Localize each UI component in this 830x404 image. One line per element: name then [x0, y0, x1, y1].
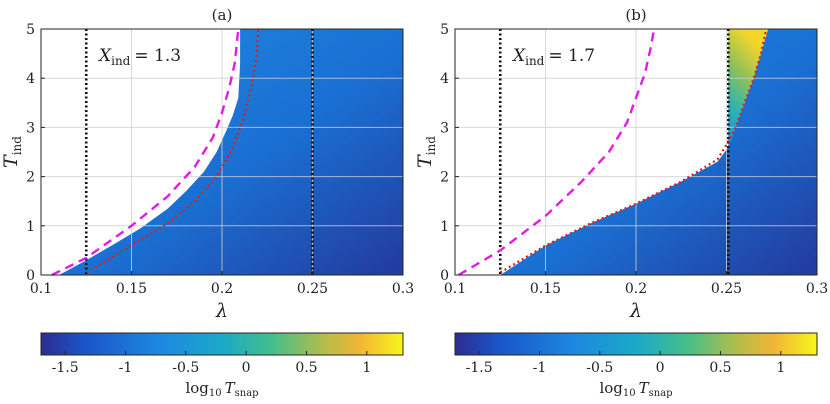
colorbar-tick-label: -0.5 — [586, 360, 613, 376]
chart-title: (a) — [212, 6, 233, 24]
colorbar-tick-label: -1 — [119, 360, 133, 376]
colorbar-label-base: 10 — [623, 388, 636, 399]
x-tick-label: 0.25 — [297, 281, 328, 297]
colorbar-label: log10 Tsnap — [599, 379, 672, 399]
y-tick-label: 2 — [26, 170, 35, 186]
colorbar-label-base: 10 — [209, 388, 222, 399]
annotation-var: X — [97, 46, 112, 66]
magenta-dashed-curve — [457, 28, 656, 277]
colorbar-tick-label: -1.5 — [466, 360, 493, 376]
y-tick-label: 5 — [26, 22, 35, 38]
y-axis-label-sub: ind — [424, 136, 438, 156]
x-tick-label: 0.25 — [711, 281, 742, 297]
y-axis-label: Tind — [414, 136, 438, 168]
colorbar-label-sub: snap — [235, 388, 259, 399]
y-tick-label: 0 — [26, 268, 35, 284]
y-tick-label: 4 — [440, 71, 449, 87]
colorbar-label-var: T — [225, 379, 236, 397]
annotation-sub: ind — [525, 54, 545, 68]
x-tick-label: 0.3 — [806, 281, 828, 297]
colorbar-tick-label: 1 — [776, 360, 785, 376]
x-axis-label: λ — [215, 300, 228, 322]
y-tick-label: 5 — [440, 22, 449, 38]
x-tick-label: 0.2 — [211, 281, 233, 297]
colorbar-tick-label: -1.5 — [52, 360, 79, 376]
annotation-value: = 1.3 — [134, 46, 181, 66]
colorbar-label-log: log — [599, 379, 623, 397]
y-tick-label: 3 — [26, 120, 35, 136]
x-tick-label: 0.2 — [625, 281, 647, 297]
colorbar-tick-label: 0 — [656, 360, 665, 376]
x-tick-label: 0.15 — [116, 281, 147, 297]
y-tick-label: 1 — [440, 219, 449, 235]
annotation: Xind = 1.3 — [97, 46, 181, 68]
annotation-value: = 1.7 — [548, 46, 595, 66]
x-tick-label: 0.1 — [30, 281, 52, 297]
colorbar-tick-label: 0.5 — [709, 360, 731, 376]
colorbar-tick-label: 0 — [242, 360, 251, 376]
colorbar — [40, 332, 404, 356]
x-axis-label: λ — [629, 300, 642, 322]
colorbar — [454, 332, 818, 356]
colorbar-tick-label: 0.5 — [295, 360, 317, 376]
y-axis-label-sub: ind — [10, 136, 24, 156]
colorbar-label-log: log — [185, 379, 209, 397]
annotation-var: X — [511, 46, 526, 66]
annotation-sub: ind — [111, 54, 131, 68]
heatmap-region — [500, 29, 817, 275]
y-axis-label-main: T — [414, 154, 436, 168]
y-axis-label-main: T — [0, 154, 22, 168]
y-tick-label: 2 — [440, 170, 449, 186]
x-tick-label: 0.15 — [530, 281, 561, 297]
y-axis-label: Tind — [0, 136, 24, 168]
colorbar-label: log10 Tsnap — [185, 379, 258, 399]
y-tick-label: 3 — [440, 120, 449, 136]
colorbar-tick-label: -0.5 — [172, 360, 199, 376]
x-tick-label: 0.1 — [444, 281, 466, 297]
y-tick-label: 0 — [440, 268, 449, 284]
colorbar-tick-label: 1 — [362, 360, 371, 376]
y-tick-label: 4 — [26, 71, 35, 87]
x-tick-label: 0.3 — [392, 281, 414, 297]
annotation: Xind = 1.7 — [511, 46, 595, 68]
colorbar-label-var: T — [639, 379, 650, 397]
heatmap-wedge — [728, 29, 769, 148]
magenta-dashed-curve — [51, 28, 240, 277]
colorbar-tick-label: -1 — [533, 360, 547, 376]
y-tick-label: 1 — [26, 219, 35, 235]
colorbar-label-sub: snap — [649, 388, 673, 399]
chart-title: (b) — [625, 6, 646, 24]
